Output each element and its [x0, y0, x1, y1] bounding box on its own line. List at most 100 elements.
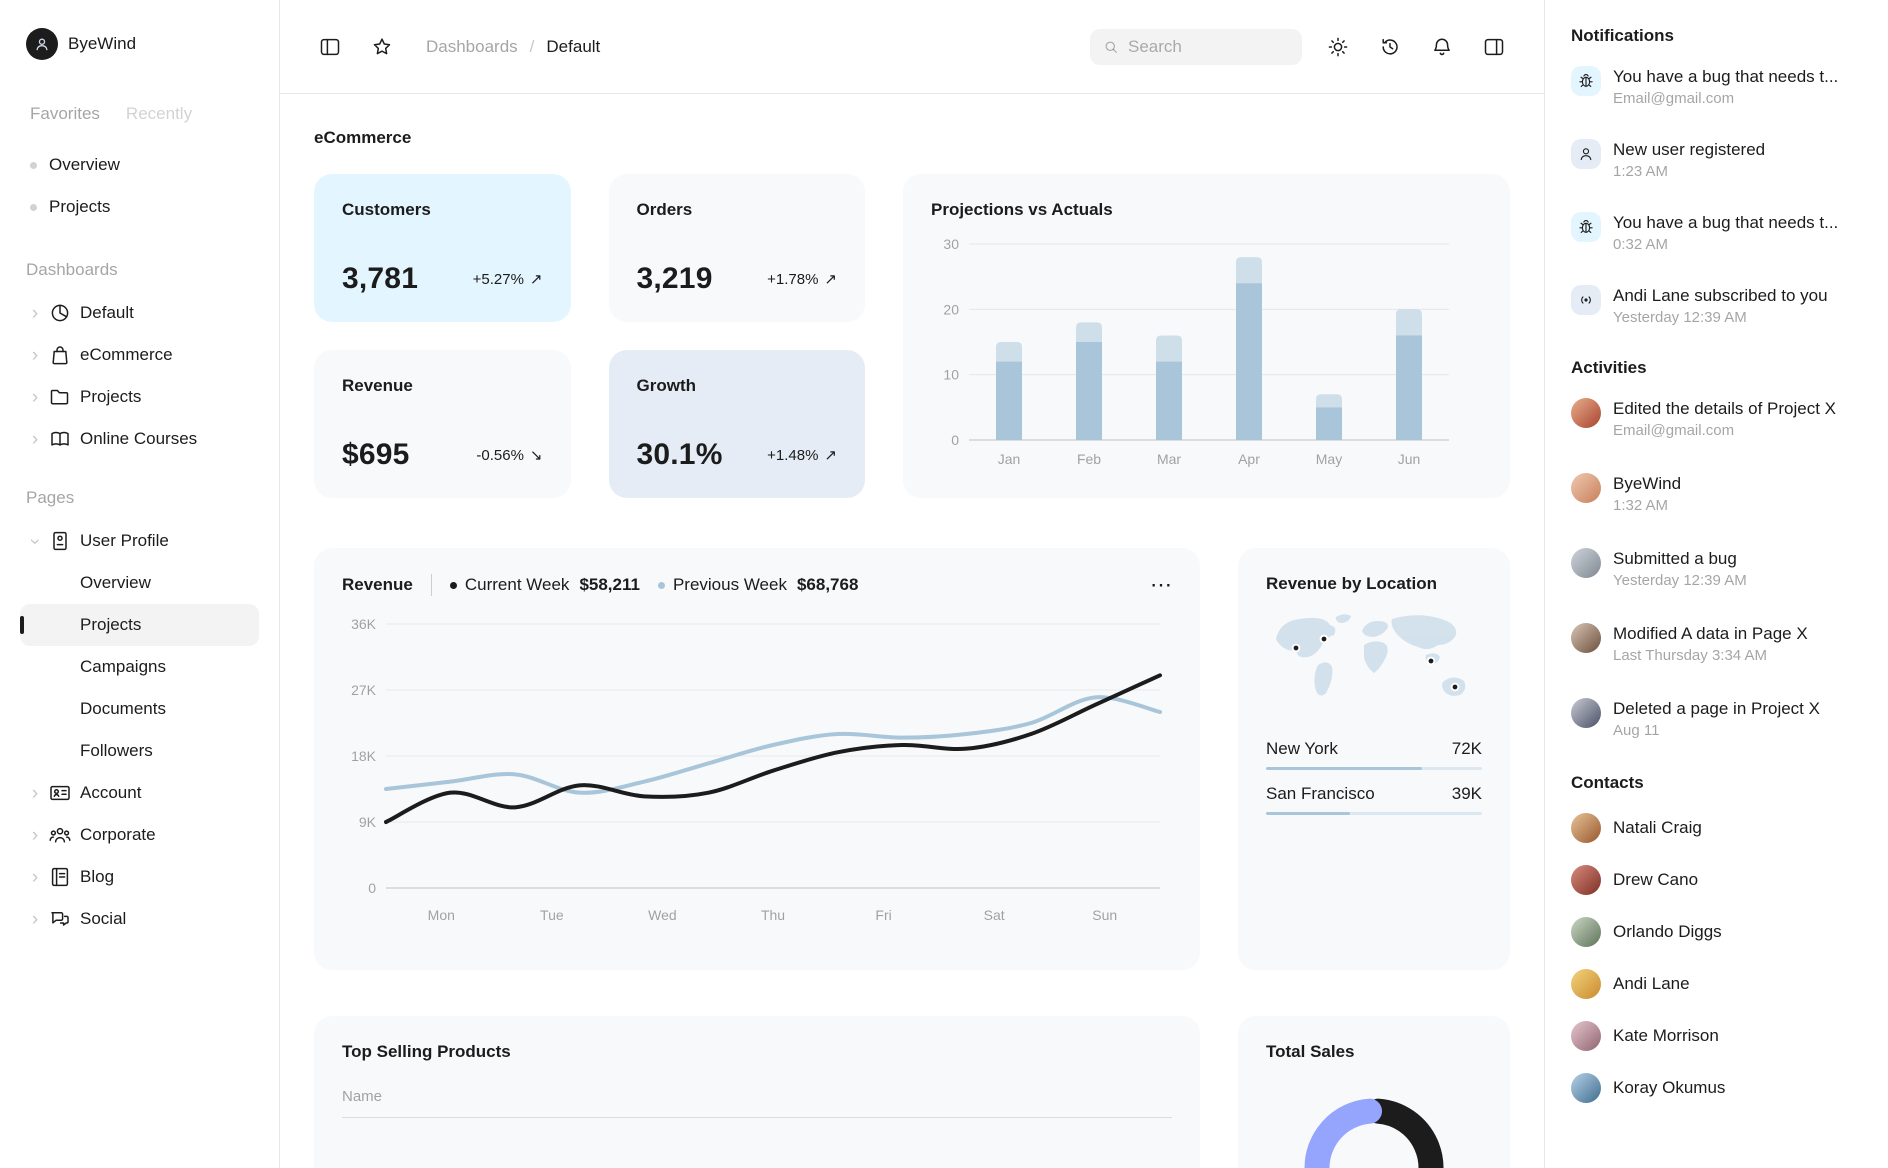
svg-text:30: 30	[943, 236, 959, 252]
svg-text:36K: 36K	[351, 616, 377, 632]
notifications-heading: Notifications	[1571, 26, 1674, 45]
sidebar-item-account[interactable]: › Account	[20, 772, 259, 814]
revenue-title: Revenue	[342, 575, 413, 594]
sidebar-item-online-courses[interactable]: › Online Courses	[20, 418, 259, 460]
breadcrumb-dashboards[interactable]: Dashboards	[426, 36, 518, 56]
avatar	[1571, 548, 1601, 578]
right-panel-toggle-button[interactable]	[1478, 31, 1510, 63]
notification-item[interactable]: New user registered 1:23 AM	[1571, 139, 1862, 182]
notification-item[interactable]: You have a bug that needs t... Email@gma…	[1571, 66, 1862, 109]
svg-text:0: 0	[951, 432, 959, 448]
theme-toggle-button[interactable]	[1322, 31, 1354, 63]
contact-item[interactable]: Andi Lane	[1571, 969, 1862, 999]
legend-current-week: Current Week $58,211	[449, 575, 640, 595]
search-box[interactable]	[1090, 28, 1302, 65]
projections-chart: 0 10 20 30 Jan Feb Mar Apr May Jun	[943, 236, 1449, 467]
users-icon	[49, 827, 71, 843]
pie-chart-icon	[51, 304, 69, 322]
contact-item[interactable]: Kate Morrison	[1571, 1021, 1862, 1051]
more-options-button[interactable]: ⋯	[1150, 572, 1172, 597]
nav-label: Followers	[80, 741, 153, 760]
brand[interactable]: ByeWind	[20, 24, 259, 64]
stat-card-customers: Customers 3,781 +5.27% ↗	[314, 174, 571, 322]
right-panel: Notifications You have a bug that needs …	[1544, 0, 1888, 1168]
search-icon	[1105, 41, 1117, 53]
contact-name: Kate Morrison	[1613, 1026, 1719, 1045]
activity-item[interactable]: Edited the details of Project X Email@gm…	[1571, 398, 1862, 441]
bug-icon	[1571, 66, 1601, 96]
nav-label: Social	[80, 909, 127, 928]
sidebar-subitem-projects[interactable]: Projects	[20, 604, 259, 646]
sidebar-toggle-button[interactable]	[314, 31, 346, 63]
products-title: Top Selling Products	[342, 1042, 511, 1061]
favorite-star-button[interactable]	[366, 31, 398, 63]
tab-recently[interactable]: Recently	[122, 100, 196, 128]
activity-item[interactable]: Deleted a page in Project X Aug 11	[1571, 698, 1862, 741]
tab-favorites[interactable]: Favorites	[26, 100, 104, 128]
contact-item[interactable]: Natali Craig	[1571, 813, 1862, 843]
notification-title: Andi Lane subscribed to you	[1613, 286, 1828, 305]
panel-right-icon	[1484, 38, 1504, 55]
sidebar-subitem-followers[interactable]: Followers	[20, 730, 259, 772]
nav-label: User Profile	[80, 531, 169, 550]
history-icon	[1382, 38, 1398, 55]
notifications-button[interactable]	[1426, 31, 1458, 63]
brand-avatar	[26, 28, 58, 60]
activity-item[interactable]: Modified A data in Page X Last Thursday …	[1571, 623, 1862, 666]
bullet-icon	[30, 203, 37, 211]
sidebar-item-overview[interactable]: Overview	[20, 144, 259, 186]
activity-time: Email@gmail.com	[1613, 422, 1735, 439]
contact-item[interactable]: Drew Cano	[1571, 865, 1862, 895]
sidebar-item-projects-dash[interactable]: › Projects	[20, 376, 259, 418]
sidebar-item-blog[interactable]: › Blog	[20, 856, 259, 898]
sidebar-item-ecommerce[interactable]: › eCommerce	[20, 334, 259, 376]
sidebar-item-social[interactable]: › Social	[20, 898, 259, 940]
activity-item[interactable]: Submitted a bug Yesterday 12:39 AM	[1571, 548, 1862, 591]
sidebar-subitem-campaigns[interactable]: Campaigns	[20, 646, 259, 688]
top-selling-products-card: Top Selling Products Name	[314, 1016, 1200, 1168]
sidebar-item-user-profile[interactable]: › User Profile	[20, 520, 259, 562]
avatar	[1571, 698, 1601, 728]
activity-item[interactable]: ByeWind 1:32 AM	[1571, 473, 1862, 516]
nav-label: Documents	[80, 699, 166, 718]
contact-name: Drew Cano	[1613, 870, 1699, 889]
favorites-list: Overview Projects	[20, 144, 259, 228]
revenue-by-location-card: Revenue by Location	[1238, 548, 1510, 970]
sidebar-item-corporate[interactable]: › Corporate	[20, 814, 259, 856]
sidebar-item-default[interactable]: › Default	[20, 292, 259, 334]
main-column: Dashboards / Default	[280, 0, 1544, 1168]
contact-item[interactable]: Orlando Diggs	[1571, 917, 1862, 947]
sidebar-item-projects[interactable]: Projects	[20, 186, 259, 228]
breadcrumb-default[interactable]: Default	[546, 36, 601, 56]
location-progress-track	[1266, 812, 1482, 815]
search-input[interactable]	[1128, 36, 1290, 57]
contact-item[interactable]: Koray Okumus	[1571, 1073, 1862, 1103]
notification-item[interactable]: You have a bug that needs t... 0:32 AM	[1571, 212, 1862, 255]
svg-text:Sun: Sun	[1092, 907, 1117, 923]
sidebar-subitem-overview[interactable]: Overview	[20, 562, 259, 604]
notification-title: You have a bug that needs t...	[1613, 67, 1839, 86]
avatar	[1571, 813, 1601, 843]
page-title: eCommerce	[314, 128, 412, 147]
activity-title: ByeWind	[1613, 474, 1682, 493]
history-button[interactable]	[1374, 31, 1406, 63]
nav-label: Overview	[80, 573, 151, 592]
sidebar-subitem-documents[interactable]: Documents	[20, 688, 259, 730]
chevron-right-icon: ›	[31, 866, 39, 888]
svg-text:May: May	[1316, 451, 1342, 467]
revenue-chart: 0 9K 18K 27K 36K Mon Tue Wed Thu Fri Sat Sun	[351, 616, 1162, 923]
chevron-right-icon: ›	[31, 782, 39, 804]
nav-label: Blog	[80, 867, 115, 886]
notification-title: You have a bug that needs t...	[1613, 213, 1839, 232]
location-value: 72K	[1451, 739, 1482, 758]
avatar	[1571, 917, 1601, 947]
panel-left-icon	[320, 38, 340, 55]
notification-item[interactable]: Andi Lane subscribed to you Yesterday 12…	[1571, 285, 1862, 328]
svg-text:Thu: Thu	[761, 907, 785, 923]
contact-name: Koray Okumus	[1613, 1078, 1726, 1097]
dashboard-content: eCommerce Customers 3,781 +5.27% ↗ Orders…	[280, 94, 1544, 1168]
stat-label: Revenue	[342, 376, 413, 395]
svg-text:18K: 18K	[351, 748, 377, 764]
stat-delta: -0.56% ↘	[476, 446, 543, 465]
svg-text:Jan: Jan	[998, 451, 1021, 467]
